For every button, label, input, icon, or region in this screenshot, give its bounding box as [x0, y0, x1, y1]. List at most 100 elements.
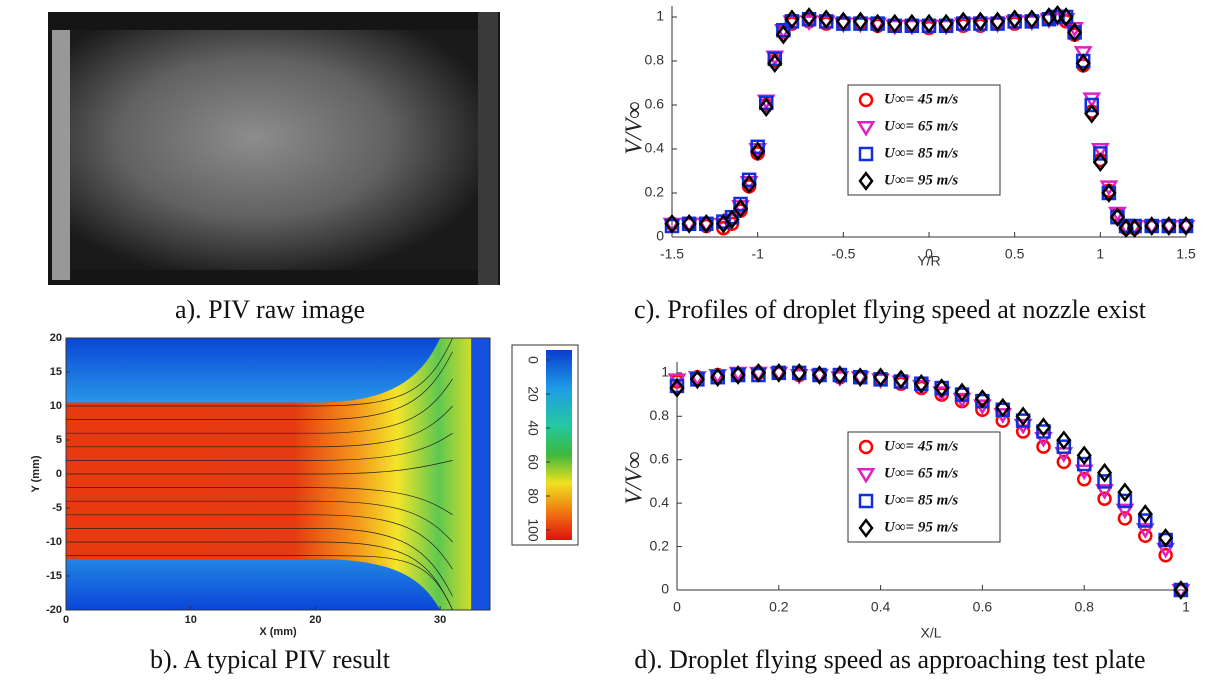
marker — [1158, 528, 1174, 548]
marker — [1049, 4, 1066, 25]
marker — [750, 139, 765, 155]
y-tick-label: 0.4 — [650, 494, 670, 510]
marker — [767, 51, 783, 67]
marker — [1158, 548, 1173, 563]
marker — [664, 213, 680, 234]
x-tick-label: 1.5 — [1176, 246, 1196, 262]
caption: b). A typical PIV result — [150, 645, 391, 674]
marker — [791, 363, 807, 383]
x-tick-label: 0.6 — [973, 599, 993, 615]
marker — [1075, 53, 1091, 74]
marker — [1058, 7, 1074, 27]
marker — [1138, 513, 1153, 528]
legend-label: U∞= 85 m/s — [884, 492, 958, 508]
y-tick-label: 20 — [50, 332, 62, 344]
streamline — [66, 337, 453, 407]
marker — [972, 11, 988, 32]
marker — [776, 22, 791, 38]
caption: d). Droplet flying speed as approaching … — [634, 645, 1145, 674]
colorbar-tick-label: 60 — [525, 454, 541, 470]
marker — [1161, 216, 1177, 236]
marker — [975, 402, 990, 418]
marker — [1093, 146, 1108, 161]
marker — [1036, 424, 1051, 439]
marker — [1067, 22, 1083, 43]
y-tick-label: 0 — [656, 228, 664, 244]
x-axis-label: X/L — [920, 625, 941, 641]
streamline — [66, 405, 453, 448]
marker — [698, 213, 714, 234]
x-axis-label: Y/R — [917, 253, 940, 269]
marker — [1137, 504, 1153, 524]
marker — [1115, 503, 1135, 520]
marker — [1056, 430, 1072, 451]
y-tick-label: 0.6 — [645, 96, 665, 112]
x-tick-label: 0 — [63, 614, 69, 626]
marker — [893, 369, 909, 390]
marker — [1076, 456, 1092, 472]
streamline — [66, 528, 453, 597]
marker — [974, 389, 990, 409]
marker — [1007, 9, 1023, 30]
x-tick-label: -1.5 — [660, 246, 684, 262]
y-axis-label: V/V∞ — [622, 451, 648, 504]
marker — [1084, 97, 1100, 113]
legend-label: U∞= 45 m/s — [884, 438, 958, 454]
marker — [1109, 207, 1126, 228]
marker — [887, 13, 903, 34]
marker — [771, 363, 787, 383]
x-axis-label: X (mm) — [259, 626, 297, 638]
marker — [1073, 46, 1093, 62]
legend-marker — [858, 439, 874, 455]
x-tick-label: -1 — [751, 246, 764, 262]
x-tick-label: 0.4 — [871, 599, 891, 615]
streamline — [66, 500, 453, 543]
marker — [938, 13, 954, 34]
y-tick-label: 1 — [656, 8, 664, 24]
legend-box — [847, 84, 1001, 196]
legend-marker — [858, 493, 874, 509]
colorbar-tick-label: 80 — [525, 488, 541, 504]
marker — [1035, 417, 1052, 437]
plate — [471, 338, 490, 610]
marker — [689, 369, 705, 390]
marker — [913, 373, 929, 394]
streamline — [66, 555, 453, 611]
y-axis-label: V/V∞ — [622, 101, 648, 154]
marker — [873, 367, 889, 388]
marker — [1101, 183, 1117, 203]
y-tick-label: 1 — [661, 364, 669, 380]
marker — [1097, 491, 1112, 507]
marker — [1024, 9, 1040, 30]
y-axis-label: Y (mm) — [30, 455, 42, 492]
marker — [730, 365, 746, 385]
x-tick-label: 1 — [1096, 246, 1104, 262]
marker — [758, 97, 774, 118]
marker — [799, 15, 819, 32]
y-tick-label: 0.8 — [650, 407, 670, 423]
x-tick-label: 0 — [925, 246, 933, 262]
marker — [1090, 142, 1110, 159]
x-tick-label: 30 — [434, 614, 446, 626]
legend-label: U∞= 65 m/s — [884, 465, 958, 481]
y-tick-label: -20 — [46, 604, 62, 616]
legend-marker — [856, 120, 876, 137]
marker — [1096, 462, 1113, 483]
marker — [835, 11, 851, 32]
streamline — [66, 432, 453, 461]
marker — [775, 24, 791, 45]
colorbar-tick-label: 100 — [525, 518, 541, 542]
legend-label: U∞= 95 m/s — [884, 519, 958, 535]
colorbar-tick-label: 0 — [525, 356, 541, 364]
marker — [758, 95, 774, 111]
y-tick-label: 5 — [56, 434, 62, 446]
colorbar-tick-label: 20 — [525, 386, 541, 402]
marker — [1127, 218, 1143, 239]
legend-marker — [858, 92, 874, 108]
marker — [1095, 484, 1114, 500]
x-tick-label: -0.5 — [831, 246, 855, 262]
marker — [870, 13, 886, 34]
marker — [1084, 103, 1100, 124]
legend-marker — [856, 467, 876, 484]
